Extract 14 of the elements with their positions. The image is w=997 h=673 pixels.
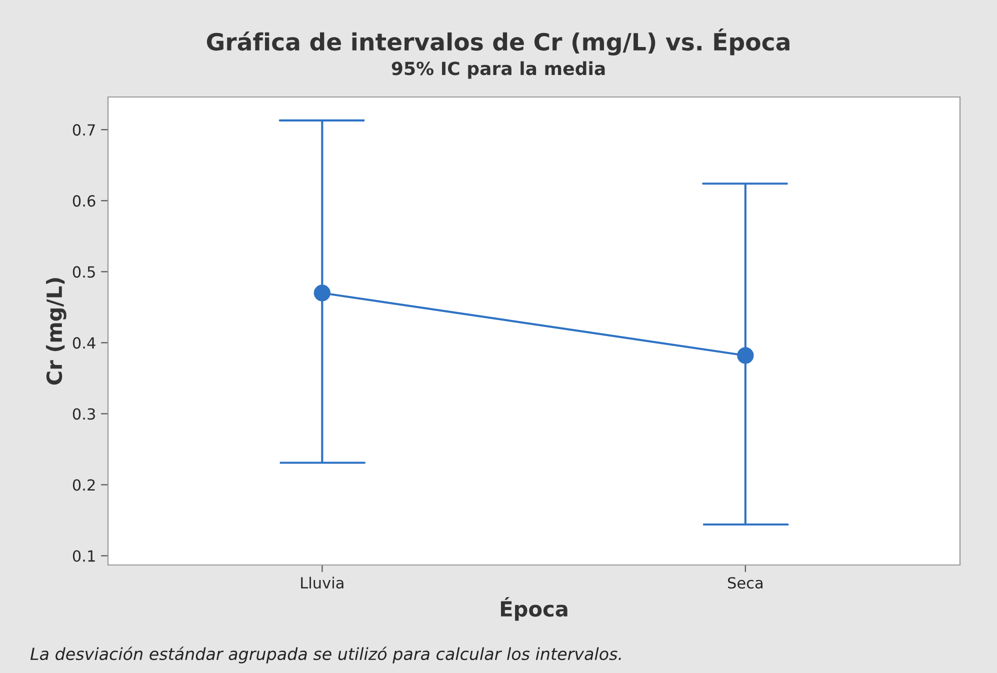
y-tick-label: 0.5 — [72, 266, 95, 278]
y-tick-label: 0.3 — [72, 408, 95, 420]
y-tick-label: 0.6 — [72, 195, 96, 207]
chart-title: Gráfica de intervalos de Cr (mg/L) vs. Época — [206, 28, 790, 56]
x-axis-title: Época — [500, 597, 568, 621]
chart-subtitle: 95% IC para la media — [392, 61, 605, 79]
y-axis-title: Cr (mg/L) — [46, 278, 66, 385]
text: La desviación estándar agrupada se utilizó para calcular los intervalos. — [30, 646, 621, 664]
x-tick-label: Seca — [728, 577, 762, 589]
y-tick-label: 0.4 — [72, 337, 96, 349]
x-tick-label: Lluvia — [301, 576, 344, 589]
y-tick-label: 0.2 — [72, 479, 95, 491]
y-tick-label: 0.7 — [72, 124, 95, 136]
y-tick-label: 0.1 — [72, 550, 95, 562]
